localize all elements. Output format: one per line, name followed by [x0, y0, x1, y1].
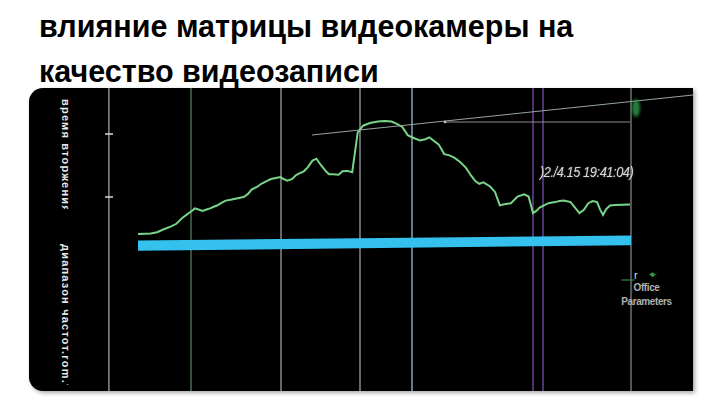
svg-text:r: r: [634, 269, 638, 281]
